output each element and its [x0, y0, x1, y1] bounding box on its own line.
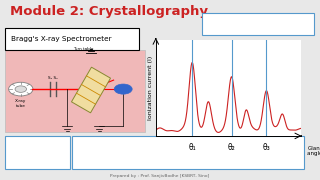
Circle shape	[9, 82, 33, 96]
Text: S₁ S₂: S₁ S₂	[48, 76, 58, 80]
FancyBboxPatch shape	[5, 50, 145, 132]
FancyBboxPatch shape	[72, 136, 304, 169]
Text: θ₃: θ₃	[263, 143, 270, 152]
Text: Bragg's X-ray Spectrometer: Bragg's X-ray Spectrometer	[11, 36, 112, 42]
Circle shape	[114, 84, 132, 94]
Text: $2\ d\ \sin\theta = n\ \lambda$: $2\ d\ \sin\theta = n\ \lambda$	[226, 18, 289, 29]
Text: Prepared by : Prof. SanjivBodhe [KSBRT, Sino]: Prepared by : Prof. SanjivBodhe [KSBRT, …	[110, 174, 210, 178]
Text: Module 2: Crystallography: Module 2: Crystallography	[10, 5, 208, 18]
FancyBboxPatch shape	[202, 13, 314, 35]
FancyBboxPatch shape	[5, 28, 139, 50]
Y-axis label: Ionization current (I): Ionization current (I)	[148, 56, 153, 120]
Text: θ₁: θ₁	[188, 143, 196, 152]
Text: $\therefore\ d \propto \dfrac{\lambda}{\sin\theta}$: $\therefore\ d \propto \dfrac{\lambda}{\…	[14, 142, 60, 163]
FancyBboxPatch shape	[5, 136, 70, 169]
Text: X-ray
tube: X-ray tube	[15, 99, 27, 108]
Circle shape	[15, 86, 27, 92]
Text: θ₂: θ₂	[228, 143, 236, 152]
Text: $\therefore\ d_{100} : d_{110} : d_{111} = \dfrac{1}{\sin\theta_1} : \dfrac{1}{\: $\therefore\ d_{100} : d_{110} : d_{111}…	[107, 142, 268, 164]
Text: Glancing
angle (θ): Glancing angle (θ)	[307, 145, 320, 156]
Polygon shape	[71, 67, 110, 113]
Text: Turn table: Turn table	[73, 47, 93, 51]
